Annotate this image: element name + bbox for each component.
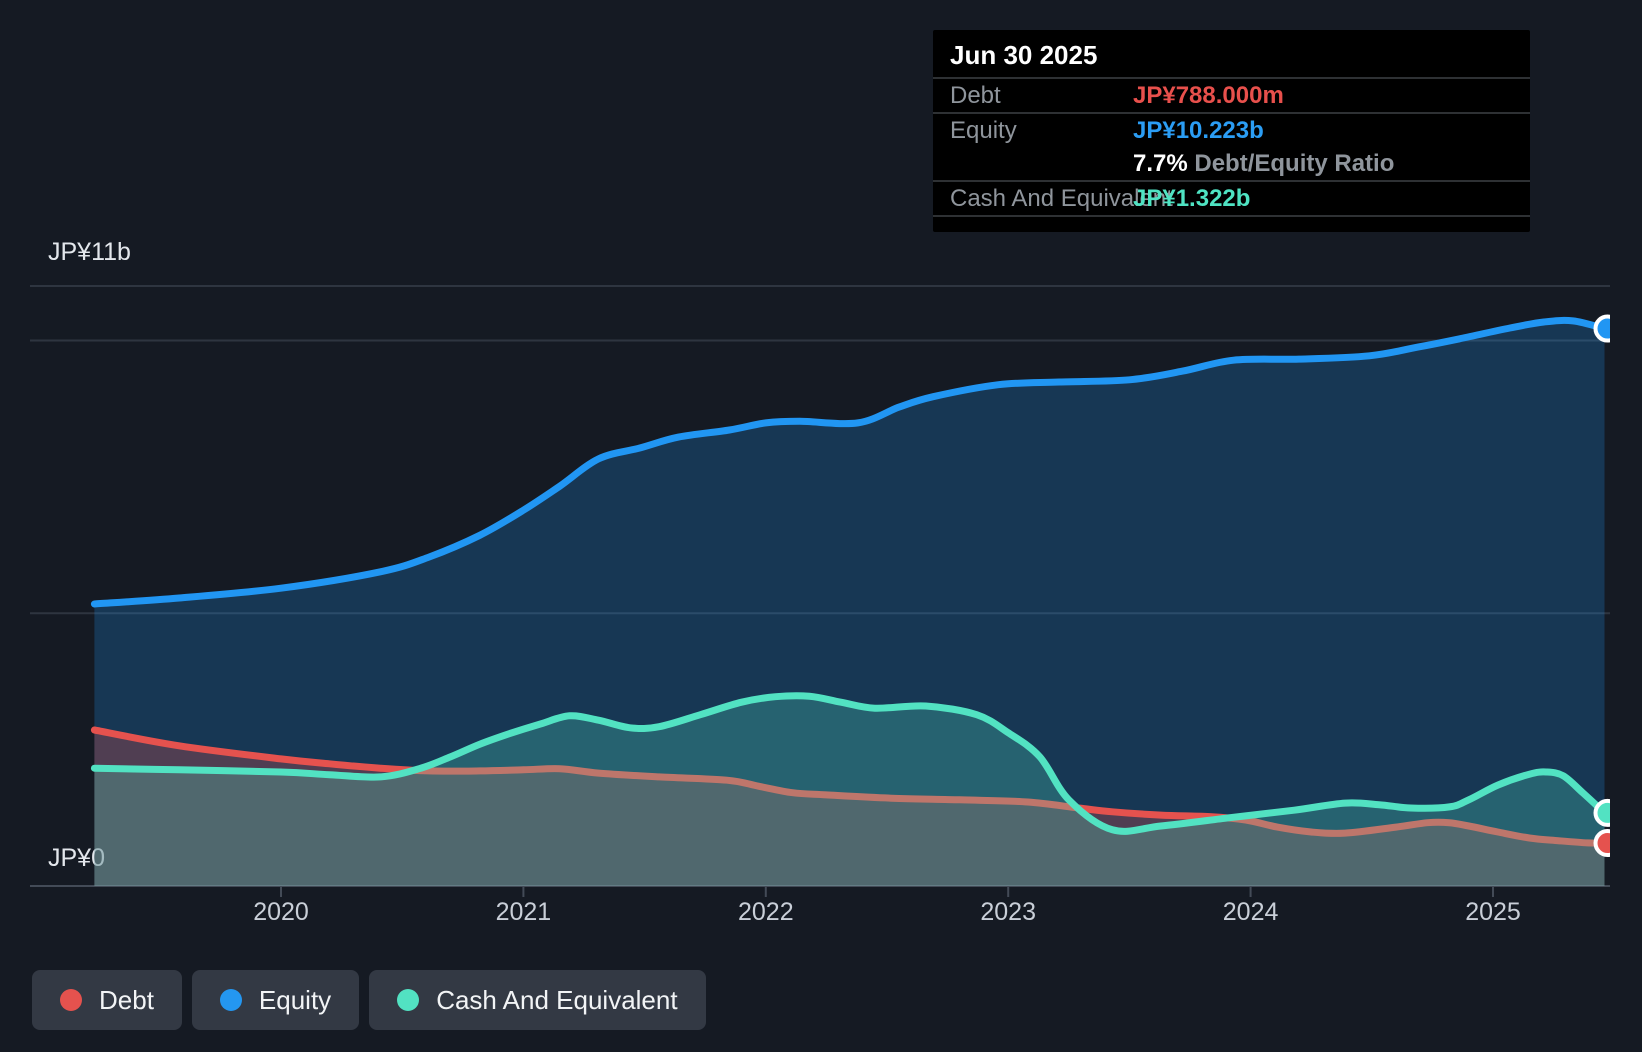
debt-dot-icon <box>60 989 82 1011</box>
cash-dot-icon <box>397 989 420 1011</box>
tooltip-cash-label: Cash And Equivalent <box>950 185 1173 212</box>
y-axis-label-zero: JP¥0 <box>48 844 105 872</box>
equity-line <box>90 316 1608 608</box>
legend-chip-equity[interactable]: Equity <box>191 970 360 1030</box>
cash-area <box>94 695 1605 886</box>
tooltip-row-cash: Cash And Equivalent JP¥1.322b <box>933 180 1530 215</box>
tooltip-equity-value: JP¥10.223b <box>1133 117 1264 144</box>
tooltip-equity-label: Equity <box>950 117 1017 144</box>
chart-legend: Debt Equity Cash And Equivalent <box>32 970 706 1030</box>
legend-cash-label: Cash And Equivalent <box>436 984 678 1015</box>
tooltip-date: Jun 30 2025 <box>950 40 1098 70</box>
debt-area <box>94 730 1605 886</box>
x-tick-label-2024: 2024 <box>1223 898 1279 926</box>
x-tick-label-2025: 2025 <box>1465 898 1521 926</box>
debt-end-marker <box>1593 829 1610 858</box>
cash-line <box>90 692 1608 835</box>
legend-chip-cash[interactable]: Cash And Equivalent <box>369 970 706 1030</box>
x-tick-label-2022: 2022 <box>738 898 794 926</box>
x-tick-label-2021: 2021 <box>496 898 552 926</box>
ratio-number: 7.7% <box>1133 150 1188 177</box>
cash-end-marker <box>1593 798 1610 827</box>
tooltip-debt-label: Debt <box>950 82 1001 109</box>
equity-dot-icon <box>219 989 242 1011</box>
legend-equity-label: Equity <box>258 984 332 1015</box>
tooltip-cash-value: JP¥1.322b <box>1133 185 1251 212</box>
x-tick-label-2023: 2023 <box>980 898 1036 926</box>
chart-tooltip: Jun 30 2025 Debt JP¥788.000m Equity JP¥1… <box>933 30 1530 232</box>
tooltip-row-ratio: 7.7% Debt/Equity Ratio <box>933 147 1530 180</box>
equity-end-marker <box>1593 314 1610 343</box>
legend-debt-label: Debt <box>99 984 154 1015</box>
tooltip-row-equity: Equity JP¥10.223b <box>933 112 1530 147</box>
tooltip-footer <box>933 215 1530 232</box>
tooltip-debt-value: JP¥788.000m <box>1133 82 1284 109</box>
y-axis-label-top: JP¥11b <box>48 238 131 266</box>
ratio-label: Debt/Equity Ratio <box>1187 150 1395 177</box>
tooltip-ratio-value: 7.7% Debt/Equity Ratio <box>1133 147 1394 180</box>
x-tick-label-2020: 2020 <box>253 898 309 926</box>
tooltip-row-debt: Debt JP¥788.000m <box>933 77 1530 112</box>
debt-line <box>90 726 1608 847</box>
legend-chip-debt[interactable]: Debt <box>32 970 182 1030</box>
series-group <box>90 314 1610 886</box>
